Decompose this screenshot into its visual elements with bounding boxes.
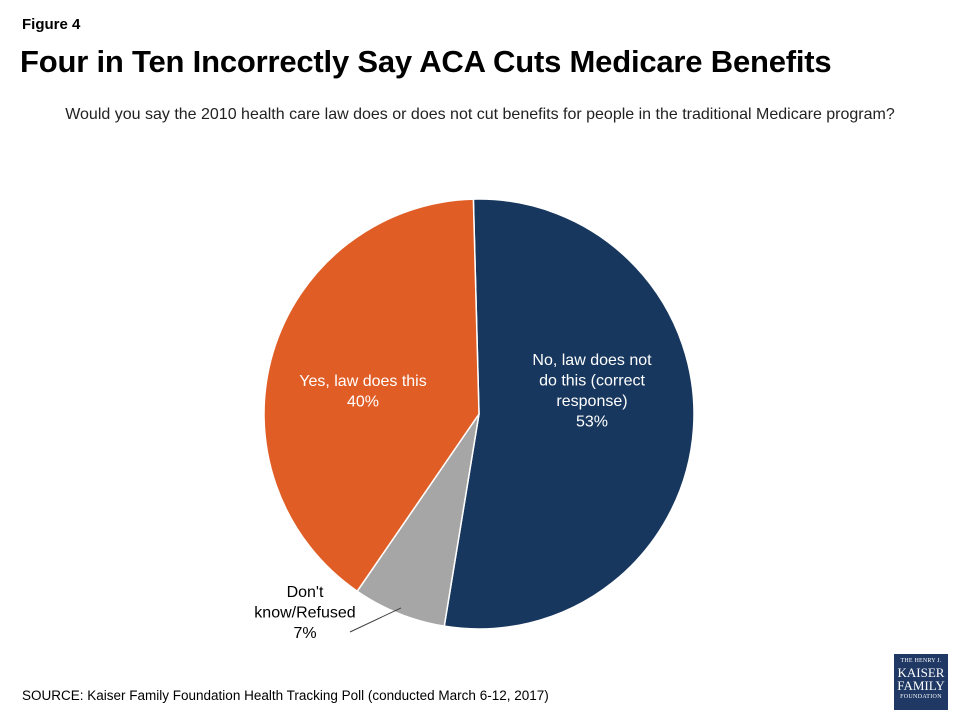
pie-slice-no	[443, 198, 695, 630]
kff-logo: THE HENRY J. KAISER FAMILY FOUNDATION	[894, 654, 948, 710]
category-label-no: do this (correct	[539, 373, 645, 390]
chart-subtitle: Would you say the 2010 health care law d…	[65, 106, 895, 123]
category-label-dont-know: Don't	[287, 584, 324, 601]
logo-line-2: KAISER	[897, 665, 945, 680]
figure-label: Figure 4	[22, 16, 81, 33]
source-note: SOURCE: Kaiser Family Foundation Health …	[22, 688, 549, 703]
category-label-dont-know: know/Refused	[254, 605, 355, 622]
leader-line-dont-know	[349, 607, 402, 633]
logo-line-4: FOUNDATION	[900, 694, 942, 700]
slice-label-dont-know: Don't know/Refused 7%	[254, 584, 355, 642]
category-label-no: No, law does not	[532, 352, 652, 369]
value-label-no: 53%	[576, 414, 608, 431]
category-label-no: response)	[556, 393, 627, 410]
pie-slice-yes	[263, 198, 480, 593]
value-label-dont-know: 7%	[293, 625, 316, 642]
value-label-yes: 40%	[347, 394, 379, 411]
category-label-yes: Yes, law does this	[299, 373, 426, 390]
chart-title: Four in Ten Incorrectly Say ACA Cuts Med…	[20, 44, 832, 79]
logo-line-3: FAMILY	[897, 678, 945, 693]
slice-label-no: No, law does not do this (correct response…	[532, 352, 652, 431]
slice-label-yes: Yes, law does this 40%	[299, 373, 426, 411]
logo-line-1: THE HENRY J.	[900, 658, 942, 664]
